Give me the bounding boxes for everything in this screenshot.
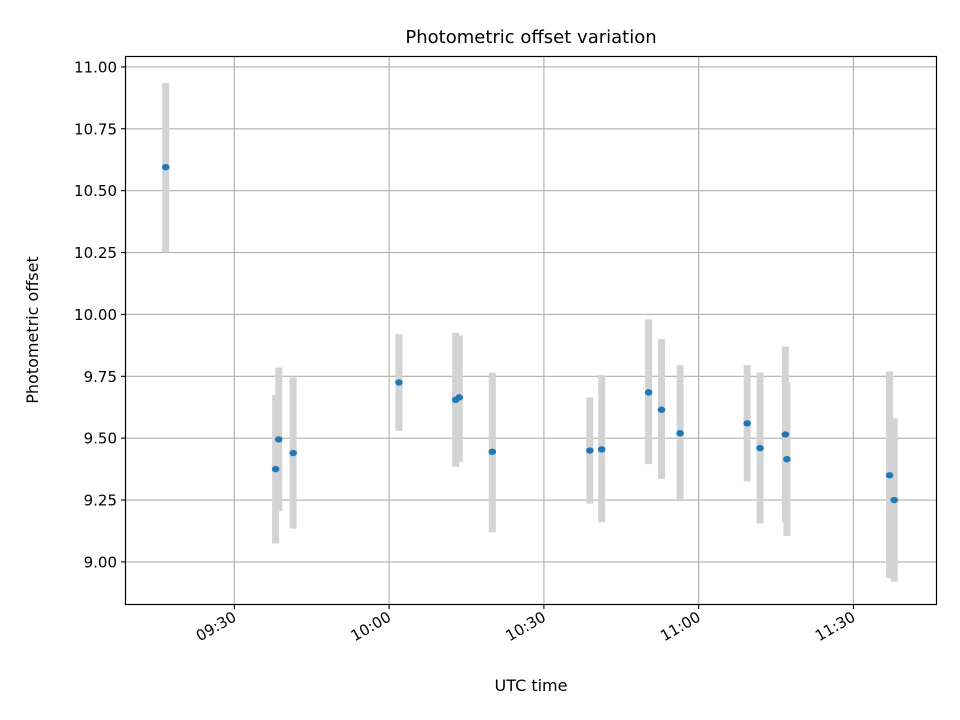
data-point [781,431,790,438]
data-point [676,430,684,437]
y-tick-label: 10.75 [74,120,117,138]
y-tick-label: 11.00 [74,58,117,76]
y-tick-label: 9.75 [84,368,117,386]
data-point [161,163,170,171]
y-tick-label: 10.50 [74,182,117,200]
data-point [657,406,666,413]
data-point [885,472,894,479]
y-axis-title: Photometric offset [23,256,42,404]
data-point [455,394,464,401]
y-tick-label: 10.25 [74,244,117,262]
data-point [783,456,791,463]
chart-title: Photometric offset variation [405,27,656,48]
data-point [756,444,764,452]
y-tick-label: 10.00 [74,306,117,324]
data-point [488,448,497,455]
data-point [271,465,280,473]
y-tick-label: 9.50 [84,430,117,448]
data-point [597,446,606,453]
x-axis-title: UTC time [495,676,568,695]
data-point [395,379,403,386]
grid [126,57,936,604]
data-point [743,420,751,427]
data-point [274,436,283,443]
y-axis-ticks: 9.00 9.25 9.50 9.75 10.00 10.25 10.50 10.75 11.0… [74,58,126,571]
data-point [289,449,297,457]
plot-frame [124,55,938,606]
data-point [644,389,653,396]
data-points [161,163,899,504]
data-point [586,447,594,454]
y-tick-label: 9.00 [84,553,117,571]
y-tick-label: 9.25 [84,492,117,510]
data-point [890,496,899,504]
